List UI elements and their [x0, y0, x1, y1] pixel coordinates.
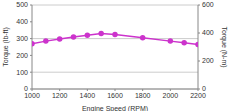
svg-text:1000: 1000 [24, 92, 40, 99]
svg-text:1800: 1800 [135, 92, 151, 99]
svg-text:Torque (N-m): Torque (N-m) [220, 26, 222, 67]
svg-text:2000: 2000 [163, 92, 179, 99]
svg-text:1400: 1400 [80, 92, 96, 99]
svg-text:500: 500 [16, 1, 28, 8]
svg-text:1200: 1200 [52, 92, 68, 99]
svg-text:600: 600 [202, 1, 214, 8]
svg-text:1600: 1600 [107, 92, 123, 99]
svg-text:Engine Speed (RPM): Engine Speed (RPM) [82, 105, 148, 111]
svg-text:100: 100 [16, 69, 28, 76]
svg-text:2200: 2200 [190, 92, 206, 99]
svg-text:400: 400 [202, 29, 214, 36]
svg-text:0: 0 [202, 85, 206, 92]
svg-text:400: 400 [16, 18, 28, 25]
svg-text:Torque (lb-ft): Torque (lb-ft) [8, 27, 10, 67]
svg-text:300: 300 [16, 35, 28, 42]
svg-text:0: 0 [24, 85, 28, 92]
svg-text:200: 200 [202, 57, 214, 64]
svg-text:200: 200 [16, 52, 28, 59]
